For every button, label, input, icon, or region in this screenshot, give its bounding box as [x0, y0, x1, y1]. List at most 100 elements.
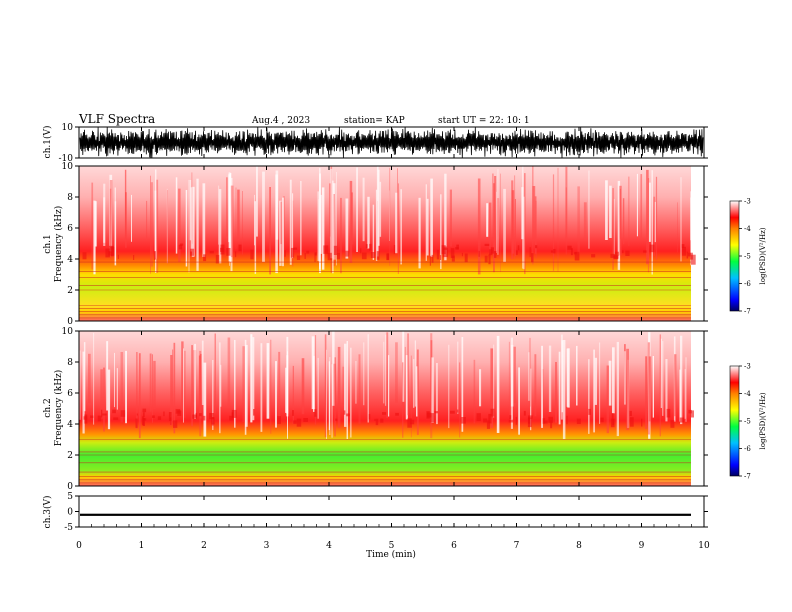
ch1-spectrogram-burst [250, 249, 254, 260]
ch2-spectrogram-burst [509, 415, 512, 419]
ch2-spectrogram-burst [293, 420, 297, 424]
ch2-spectrogram-stripe [332, 331, 335, 406]
ch1-spectrogram-stripe [648, 182, 651, 242]
ch1-spectrogram-burst [386, 252, 390, 260]
ch1-spectrogram-ytick-label: 4 [67, 255, 73, 265]
ch1-spectrogram-burst [464, 253, 468, 263]
ch1-spectrogram-burst [478, 250, 480, 257]
ch2-spectrogram-stripe [413, 359, 415, 408]
time-tick-label: 5 [389, 541, 395, 551]
ch2-spectrogram-burst [382, 412, 387, 415]
ch1-spectrogram-burst [105, 248, 110, 258]
ch2-spectrogram-stripe [212, 360, 214, 430]
ch2-spectrogram-stripe [194, 343, 196, 419]
ch2-spectrogram-stripe [541, 345, 543, 428]
time-axis: 0 1 2 3 4 5 6 7 8 9 10 [76, 127, 710, 551]
ch1-spectrogram-burst [431, 254, 434, 263]
ch2-spectrogram-burst [543, 420, 548, 424]
ch1-waveform-ytick-label: -10 [59, 154, 74, 164]
ch1-spectrogram-burst [441, 245, 446, 254]
ch2-spectrogram-stripe [383, 341, 385, 404]
ch1-waveform-ytick-label: 10 [62, 123, 74, 133]
ch2-spectrogram-burst [368, 414, 371, 420]
ch2-spectrogram-burst [666, 408, 671, 418]
ch1-spectrogram-burst [220, 247, 224, 252]
ch1-spectrogram-stripe [289, 179, 292, 265]
ch2-spectrogram-stripe [328, 361, 330, 431]
ch2-spectrogram-burst [456, 409, 459, 413]
ch2-spectrogram-stripe [79, 350, 81, 420]
ch2-spectrogram-burst [209, 413, 214, 420]
ch2-spectrogram-stripe [260, 343, 263, 432]
ch1-spectrogram-stripe [497, 169, 499, 255]
ch2-spectrogram-stripe [529, 337, 531, 407]
ch2-spectrogram-burst [528, 415, 533, 419]
ch1-spectrogram-stripe [500, 173, 501, 273]
ch1-spectrogram-stripe [191, 172, 193, 244]
ch1-spectrogram-stripe [375, 189, 378, 261]
ch1-spectrogram-stripe [690, 191, 692, 266]
ch2-spectrogram-burst [199, 413, 202, 417]
ch2-spectrogram-stripe [555, 362, 557, 423]
ch2-spectrogram-stripe [404, 346, 406, 415]
ch2-spectrogram-stripe [665, 359, 668, 422]
ch3-waveform-yticks: 5 0 -5 [64, 492, 708, 533]
ch2-spectrogram-stripe [684, 369, 686, 419]
ch1-spectrogram-stripe [376, 166, 379, 257]
ch2-spectrogram-stripe [252, 337, 255, 421]
ch1-spectrogram-stripe [349, 180, 353, 263]
ch2-spectrogram-ylabel-a: ch.2 [43, 398, 53, 417]
ch2-spectrogram-burst [528, 417, 531, 424]
ch2-spectrogram-stripe [242, 346, 245, 423]
ch1-spectrogram-burst [345, 250, 349, 257]
ch1-spectrogram-stripe [511, 190, 515, 254]
ch1-spectrogram-stripe [190, 187, 192, 252]
ch1-spectrogram-burst [376, 251, 380, 260]
ch2-spectrogram-stripe [508, 341, 510, 418]
ch1-spectrogram-stripe [317, 191, 319, 261]
ch1-spectrogram-stripe [125, 192, 127, 248]
ch1-spectrogram-stripe [389, 190, 390, 241]
ch1-spectrogram-stripe [329, 183, 331, 237]
ch2-spectrogram-burst [135, 418, 138, 428]
start-time-label: start UT = 22: 10: 1 [438, 116, 530, 126]
ch2-spectrogram-burst [120, 410, 126, 417]
ch2-spectrogram-stripe [459, 362, 461, 438]
ch1-waveform-yticks: 10 -10 [59, 123, 708, 164]
ch2-spectrogram-burst [461, 417, 466, 424]
ch1-spectrogram-stripe [677, 202, 678, 253]
ch2-spectrogram-stripe [149, 353, 152, 412]
ch1-spectrogram-stripe [514, 199, 516, 257]
ch1-spectrogram-burst [226, 248, 231, 256]
ch1-spectrogram-stripe [486, 203, 489, 237]
ch2-spectrogram-lines [79, 439, 691, 484]
ch2-spectrogram-burst [253, 409, 255, 416]
ch2-spectrogram-burst [195, 412, 198, 418]
ch2-spectrogram-stripes [79, 331, 694, 440]
ch2-spectrogram-burst [679, 417, 684, 423]
ch3-waveform-frame [78, 495, 705, 528]
ch1-spectrogram-stripe [185, 190, 188, 267]
ch2-spectrogram-stripe [562, 340, 566, 440]
ch1-spectrogram-stripe [646, 169, 649, 265]
ch2-spectrogram-stripe [125, 350, 127, 424]
ch1-spectrogram-stripe [362, 177, 365, 242]
ch1-spectrogram-stripe [654, 201, 656, 243]
ch1-spectrogram-stripe [477, 178, 481, 275]
ch1-spectrogram-stripe [156, 179, 159, 273]
ch1-spectrogram-stripe [532, 186, 536, 240]
ch1-spectrogram-burst [290, 247, 295, 258]
ch2-spectrogram-stripe [116, 368, 118, 410]
ch2-spectrogram-burst [508, 419, 513, 423]
ch2-spectrogram-stripe [386, 332, 389, 418]
time-tick-label: 4 [326, 541, 332, 551]
ch1-spectrogram-burst [574, 251, 580, 261]
ch1-spectrogram-stripe [319, 167, 321, 270]
ch1-spectrogram-burst [550, 250, 554, 253]
ch1-spectrogram-stripe [379, 181, 382, 237]
ch2-spectrogram-burst [163, 411, 165, 417]
ch2-spectrogram-burst [303, 418, 308, 422]
time-tick-label: 7 [514, 541, 520, 551]
ch1-spectrogram-burst [393, 245, 396, 255]
ch1-spectrogram-burst [690, 254, 696, 265]
